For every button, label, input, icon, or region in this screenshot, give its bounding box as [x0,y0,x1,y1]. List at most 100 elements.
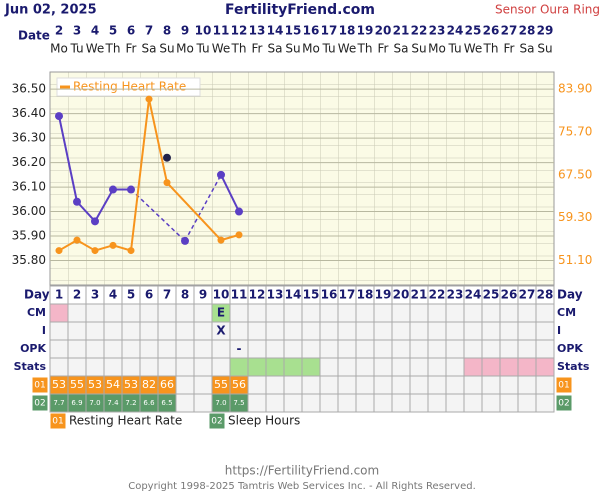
cell [265,321,285,341]
date: 25 [465,24,482,38]
metric-key [31,376,49,394]
cell [517,321,537,341]
cell [211,339,231,359]
cell [337,357,357,377]
metric-value: 53 [52,378,66,391]
cell [193,357,213,377]
cell [445,321,465,341]
cell [535,375,555,395]
series-segment [220,174,240,212]
cell [121,357,141,377]
date: 20 [375,24,392,38]
y-tick-label: 36.40 [12,106,46,120]
cycle-day: 12 [249,288,266,302]
cell [409,339,429,359]
cell [211,357,231,377]
weekday: Mo [428,42,446,56]
cell [229,321,249,341]
cell [445,357,465,377]
date: 19 [357,24,374,38]
row-label: I [42,324,46,337]
cell [157,321,177,341]
cell [103,321,123,341]
sensor: Sensor Oura Ring [495,3,600,17]
point [91,247,99,255]
day-label: Day [24,288,50,302]
cell [463,393,483,413]
date: 27 [501,24,518,38]
cell [499,393,519,413]
weekday: Mo [176,42,194,56]
y2-tick-label: 83.90 [558,82,592,96]
metric-value: 53 [124,378,138,391]
weekday: Th [357,42,373,56]
row-label: Stats [14,360,47,373]
metric-value: 54 [106,378,120,391]
cycle-day: 20 [393,288,410,302]
metric-value: 66 [160,378,174,391]
metric-value: 7.0 [215,399,226,407]
cell [157,339,177,359]
cell [85,357,105,377]
metric-value: 6.9 [71,399,82,407]
cell [301,303,321,323]
legend-label: Resting Heart Rate [73,80,186,94]
cell [319,339,339,359]
cell [409,321,429,341]
cell [499,321,519,341]
cell [373,393,393,413]
weekday: Tu [69,42,83,56]
weekday: We [338,42,357,56]
metric-value: 7.0 [89,399,100,407]
cell [373,321,393,341]
y-tick-label: 36.20 [12,155,46,169]
y2-tick-label: 51.10 [558,253,592,267]
cycle-day: 9 [199,288,207,302]
cycle-day: 26 [501,288,518,302]
cycle-day: 13 [267,288,284,302]
point [235,231,243,239]
date: 18 [339,24,356,38]
date: 14 [267,24,284,38]
cycle-day: 7 [163,288,171,302]
cell [373,375,393,395]
date: 17 [321,24,338,38]
y-tick-label: 36.50 [12,82,46,96]
metric-key-text: 01 [52,417,63,427]
cell [535,303,555,323]
series-segment [166,181,222,241]
cell [319,375,339,395]
date: 28 [519,24,536,38]
weekday: Sa [520,42,535,56]
date: 26 [483,24,500,38]
row-label: CM [557,306,576,319]
cell [247,393,267,413]
metric-key [31,394,49,412]
series-segment [130,98,150,251]
cell [499,339,519,359]
cycle-day: 25 [483,288,500,302]
cell [49,339,69,359]
weekday: Su [411,42,426,56]
grid [50,72,554,285]
metric-key [555,394,573,412]
footer-url: https://FertilityFriend.com [225,464,379,478]
copyright: Copyright 1998-2025 Tamtris Web Services… [128,481,476,492]
cell [517,339,537,359]
cell [481,303,501,323]
cell [445,303,465,323]
cell [85,321,105,341]
weekday: Mo [50,42,68,56]
cycle-day: 10 [213,288,230,302]
cell [85,303,105,323]
cell [265,375,285,395]
cell [517,393,537,413]
cell [139,357,159,377]
date: 22 [411,24,428,38]
date: 4 [91,24,99,38]
cycle-day: 8 [181,288,189,302]
cell [283,303,303,323]
date-label: Date [18,29,50,43]
site-name: FertilityFriend.com [225,2,375,18]
legend-text: Resting Heart Rate [69,414,182,428]
